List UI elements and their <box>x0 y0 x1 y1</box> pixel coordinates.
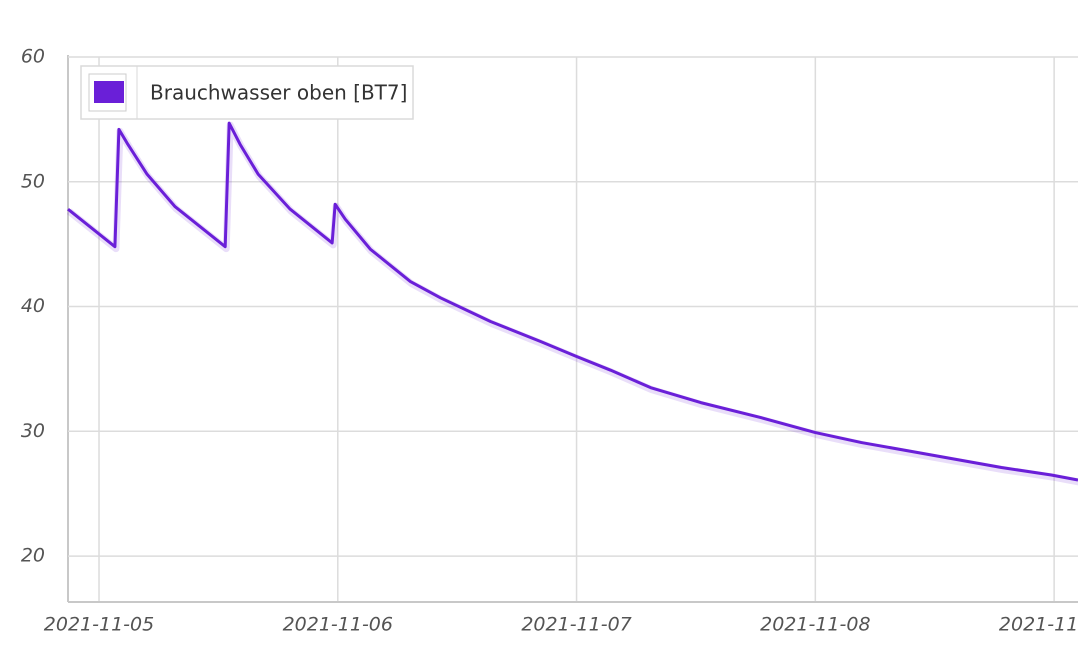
series-line <box>67 121 1078 482</box>
x-tick-label: 2021-11-08 <box>760 614 870 636</box>
y-tick-label: 30 <box>21 420 45 442</box>
legend-label: Brauchwasser oben [BT7] <box>150 81 407 105</box>
legend-swatch <box>94 81 124 103</box>
x-tick-label: 2021-11-09 <box>999 614 1078 636</box>
y-tick-label: 40 <box>21 295 45 317</box>
series-line-shadow <box>66 121 1078 486</box>
x-tick-label: 2021-11-06 <box>283 614 393 636</box>
x-tick-label: 2021-11-07 <box>521 614 631 636</box>
y-tick-label: 60 <box>21 46 45 68</box>
y-tick-label: 20 <box>21 545 45 567</box>
legend: Brauchwasser oben [BT7] <box>80 65 414 120</box>
y-tick-label: 50 <box>21 170 45 192</box>
legend-box <box>80 65 414 120</box>
x-tick-label: 2021-11-05 <box>44 614 154 636</box>
